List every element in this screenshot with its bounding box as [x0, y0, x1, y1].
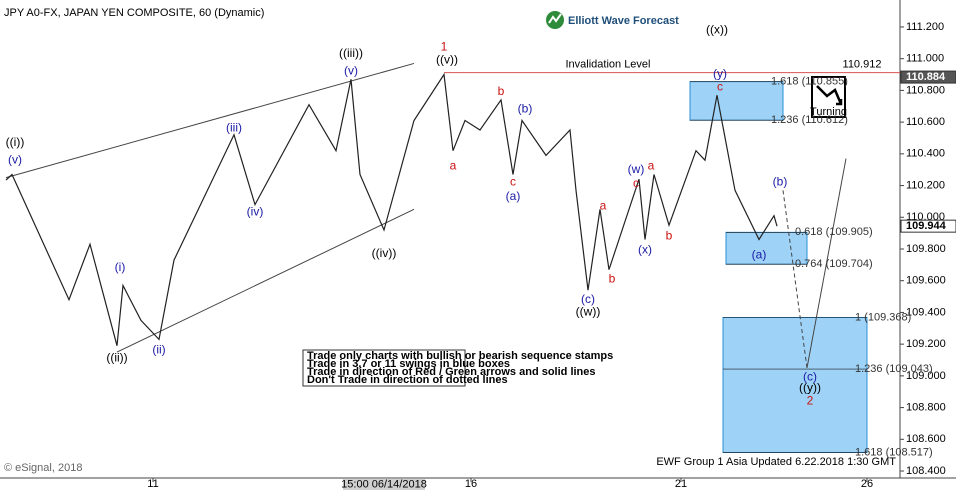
y-tick-label: 108.400	[906, 465, 946, 477]
wave-label: 1	[441, 40, 448, 54]
fib-label: 1.618 (108.517)	[855, 446, 933, 458]
wave-label: c	[717, 79, 723, 93]
y-tick-label: 111.000	[906, 53, 944, 65]
footer: EWF Group 1 Asia Updated 6.22.2018 1:30 …	[656, 456, 896, 468]
wave-label: 2	[807, 393, 814, 407]
wave-label: (y)	[713, 67, 727, 81]
cursor-tag	[343, 479, 425, 490]
fib-box	[689, 81, 784, 121]
wave-label: (v)	[344, 64, 358, 78]
wave-label: (c)	[803, 370, 817, 384]
price-tag	[900, 70, 956, 84]
wave-label: a	[648, 159, 655, 173]
brand-name: Elliott Wave Forecast	[568, 15, 679, 27]
fib-label: 1.618 (110.855)	[771, 76, 848, 88]
x-tick-label: 16	[465, 478, 477, 490]
y-tick-label: 109.600	[906, 275, 946, 287]
cursor-label: 15:00 06/14/2018	[341, 478, 427, 490]
wave-label: (iii)	[226, 121, 242, 135]
y-tick-label: 109.000	[906, 370, 946, 382]
wave-label: a	[450, 159, 457, 173]
brand-logo: Elliott Wave Forecast	[546, 11, 679, 29]
wave-label: (v)	[8, 152, 22, 166]
invalidation-value: 110.912	[843, 59, 882, 71]
wave-label: ((w))	[576, 305, 601, 319]
fib-label: 1.236 (109.043)	[855, 363, 933, 375]
y-tick-label: 108.600	[906, 433, 946, 445]
trendline	[5, 62, 415, 179]
x-tick-label: 21	[675, 478, 687, 490]
chart-title: JPY A0-FX, JAPAN YEN COMPOSITE, 60 (Dyna…	[4, 7, 264, 19]
note: Trade only charts with bullish or bearis…	[307, 350, 613, 362]
price-tag-label: 109.944	[906, 220, 947, 232]
wave-label: ((ii))	[106, 351, 127, 365]
y-tick-label: 110.800	[906, 84, 945, 96]
wave-label: (i)	[115, 260, 126, 274]
copyright: © eSignal, 2018	[4, 462, 82, 474]
wave-label: c	[510, 175, 516, 189]
wave-label: (a)	[752, 248, 767, 262]
wave-label: ((x))	[706, 22, 728, 36]
wave-label: a	[600, 198, 607, 212]
fib-label: 1 (109.368)	[855, 311, 911, 323]
wave-label: ((y))	[799, 381, 821, 395]
wave-label: ((iv))	[372, 246, 397, 260]
price-tag-label: 110.884	[906, 71, 946, 83]
projection	[806, 158, 847, 369]
notes-box: Trade only charts with bullish or bearis…	[302, 349, 613, 387]
trendline	[116, 208, 415, 353]
price-line	[5, 72, 778, 346]
note: Trade in 3,7 or 11 swings in blue boxes	[307, 358, 510, 370]
turning-box: Turning	[810, 76, 847, 118]
y-tick-label: 111.200	[906, 21, 944, 33]
y-tick-label: 110.600	[906, 116, 945, 128]
note: Trade in direction of Red / Green arrows…	[307, 366, 596, 378]
wave-label: (a)	[506, 189, 521, 203]
y-tick-label: 109.800	[906, 243, 946, 255]
x-tick-label: 26	[861, 478, 873, 490]
notes-frame	[302, 349, 466, 387]
turning-arrow	[816, 85, 843, 106]
invalidation-label: Invalidation Level	[565, 59, 650, 71]
fib-label: 0.618 (109.905)	[795, 226, 873, 238]
wave-label: ((iii))	[339, 46, 363, 60]
y-tick-label: 108.800	[906, 401, 946, 413]
fib-box	[722, 317, 868, 453]
wave-label: (x)	[638, 243, 652, 257]
wave-label: (ii)	[152, 343, 165, 357]
note: Don't Trade in direction of dotted lines	[307, 374, 508, 386]
fib-label: 1.236 (110.612)	[771, 114, 848, 126]
y-tick-label: 110.400	[906, 148, 945, 160]
y-tick-label: 109.400	[906, 306, 946, 318]
wave-label: ((i))	[6, 135, 25, 149]
turning-frame	[811, 76, 846, 118]
wave-label: (iv)	[247, 205, 264, 219]
x-tick-label: 11	[147, 478, 158, 490]
y-tick-label: 110.200	[906, 179, 945, 191]
fib-box	[725, 231, 808, 265]
wave-label: (c)	[581, 292, 595, 306]
wave-label: (b)	[518, 102, 533, 116]
turning-label: Turning	[810, 106, 847, 118]
wave-label: c	[633, 176, 639, 190]
wave-label: (w)	[628, 162, 645, 176]
y-tick-label: 109.200	[906, 338, 946, 350]
projection	[782, 190, 808, 369]
price-tag	[900, 219, 956, 233]
wave-label: b	[666, 228, 673, 242]
wave-label: b	[498, 84, 505, 98]
logo-mark	[548, 13, 562, 24]
wave-label: ((v))	[436, 52, 458, 66]
fib-label: 0.764 (109.704)	[795, 258, 873, 270]
wave-label: b	[609, 271, 616, 285]
wave-label: (b)	[773, 175, 788, 189]
